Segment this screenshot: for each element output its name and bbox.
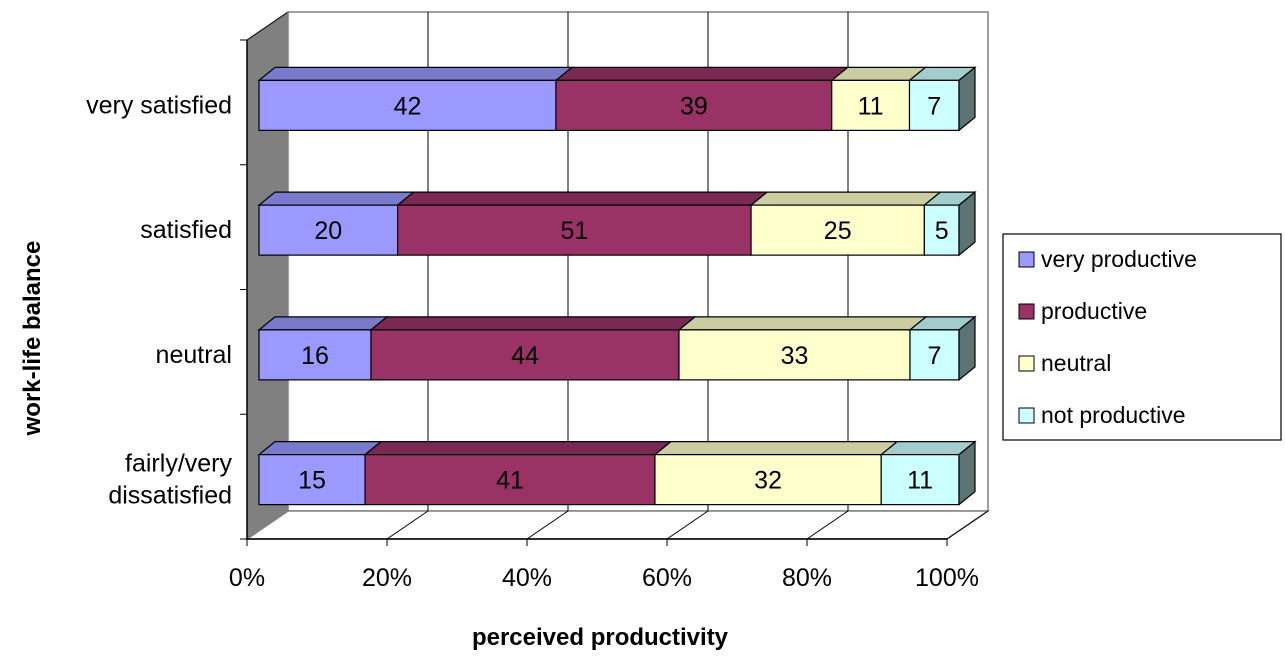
category-label: neutral xyxy=(156,341,232,369)
gridline-floor xyxy=(946,510,989,540)
gridline-floor xyxy=(526,510,569,540)
bar-segment xyxy=(397,204,752,256)
legend: very productive productive neutral not prod… xyxy=(1002,233,1282,441)
bar-side xyxy=(958,440,976,506)
legend-swatch xyxy=(1018,303,1035,320)
x-tick-label: 80% xyxy=(782,564,832,592)
bar-value-label: 39 xyxy=(680,92,708,120)
bars: 42 39 11 7 20 51 25 5 16 44 33 7 15 41 32 11 xyxy=(257,66,977,506)
bar-value-label: 11 xyxy=(907,467,933,495)
bar-segment xyxy=(555,79,833,131)
legend-box xyxy=(1002,233,1282,441)
bar-value-label: 16 xyxy=(301,342,329,370)
floor xyxy=(244,510,991,540)
bar-value-label: 11 xyxy=(858,92,884,120)
bar-top xyxy=(257,191,416,206)
gridline-floor xyxy=(806,510,849,540)
bar-top xyxy=(369,316,697,331)
x-tick-label: 60% xyxy=(642,564,692,592)
category-label: fairly/very xyxy=(125,450,232,478)
bar-side xyxy=(958,66,976,132)
x-axis-title: perceived productivity xyxy=(472,624,729,651)
legend-swatch xyxy=(1018,251,1035,268)
bar-value-label: 7 xyxy=(927,92,941,120)
bar-value-label: 20 xyxy=(314,217,342,245)
legend-swatch xyxy=(1018,407,1035,424)
x-tick-label: 0% xyxy=(229,564,265,592)
bar-value-label: 33 xyxy=(781,342,809,370)
bar-segment xyxy=(364,454,656,506)
bar-top xyxy=(677,316,928,331)
bar-segment xyxy=(678,329,911,381)
bar-row: 15 41 32 11 xyxy=(257,440,977,506)
bar-value-label: 15 xyxy=(298,467,326,495)
bar-segment xyxy=(880,454,960,506)
bar-value-label: 5 xyxy=(935,217,949,245)
bar-segment xyxy=(370,329,680,381)
bar-top xyxy=(554,66,850,81)
bar-segment xyxy=(258,79,557,131)
legend-swatch xyxy=(1018,355,1035,372)
legend-label: productive xyxy=(1041,298,1147,324)
x-tick-label: 40% xyxy=(502,564,552,592)
gridline-floor xyxy=(666,510,709,540)
bar-top xyxy=(395,191,769,206)
bar-value-label: 44 xyxy=(511,342,539,370)
legend-label: very productive xyxy=(1041,246,1197,272)
category-label: dissatisfied xyxy=(108,482,232,510)
axes: 0% 20% 40% 60% 80% 100% very satisfied satisfie… xyxy=(86,39,979,592)
bar-segment xyxy=(750,204,925,256)
bar-value-label: 25 xyxy=(824,217,852,245)
bar-value-label: 7 xyxy=(928,342,942,370)
category-label: satisfied xyxy=(140,216,232,244)
bar-segment xyxy=(258,329,372,381)
bar-top xyxy=(749,191,943,206)
bar-row: 42 39 11 7 xyxy=(257,66,977,132)
x-tick-label: 20% xyxy=(362,564,412,592)
bar-side xyxy=(958,190,976,257)
bar-top xyxy=(257,316,389,331)
gridline-floor xyxy=(386,510,429,540)
legend-label: neutral xyxy=(1041,350,1111,376)
bar-value-label: 51 xyxy=(560,217,588,245)
bar-value-label: 42 xyxy=(394,92,422,120)
category-label: very satisfied xyxy=(86,91,232,119)
bar-top xyxy=(363,441,673,456)
bar-segment xyxy=(258,454,366,506)
bar-side xyxy=(958,315,976,382)
bar-row: 20 51 25 5 xyxy=(257,190,977,257)
x-tick-label: 100% xyxy=(915,564,979,592)
bar-top xyxy=(257,66,574,81)
bar-row: 16 44 33 7 xyxy=(257,315,977,382)
y-axis-title: work-life balance xyxy=(19,241,46,437)
bar-segment xyxy=(908,79,960,131)
bar-top xyxy=(653,441,899,456)
bar-value-label: 41 xyxy=(496,467,524,495)
bar-segment xyxy=(258,204,399,256)
bar-segment xyxy=(654,454,882,506)
legend-label: not productive xyxy=(1041,402,1185,428)
bar-value-label: 32 xyxy=(754,467,782,495)
bar-top xyxy=(257,441,383,456)
